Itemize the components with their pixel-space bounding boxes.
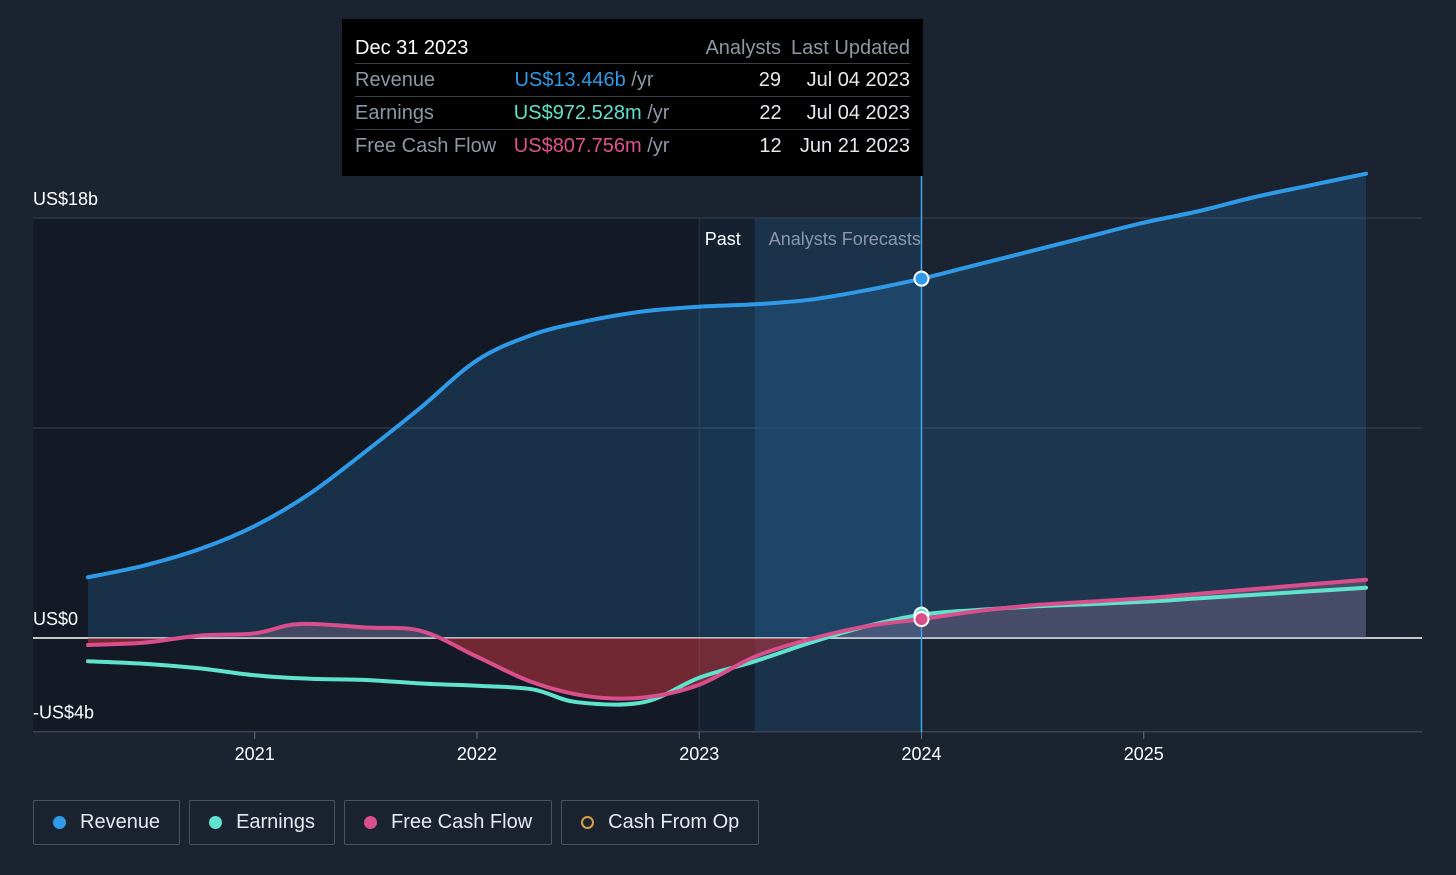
tooltip-row-updated: Jul 04 2023 <box>806 101 910 124</box>
tooltip-row-unit: /yr <box>631 68 654 91</box>
tooltip-row-revenue: Revenue US$13.446b /yr 29 Jul 04 2023 <box>355 64 910 97</box>
tooltip-row-label: Free Cash Flow <box>355 134 497 157</box>
legend-free-cash-flow-button[interactable]: Free Cash Flow <box>344 800 553 845</box>
hover-tooltip: Dec 31 2023 Analysts Last Updated Revenu… <box>342 19 923 176</box>
tooltip-row-value: US$807.756m <box>513 134 642 157</box>
tooltip-row-value: US$972.528m <box>513 101 642 124</box>
y-tick-label: -US$4b <box>33 702 94 722</box>
tooltip-row-unit: /yr <box>647 101 670 124</box>
x-tick-label: 2021 <box>235 744 275 764</box>
series-lines <box>86 171 1368 707</box>
revenue-area <box>88 173 1366 638</box>
legend-label: Earnings <box>236 811 315 833</box>
free-cash-flow-positive-area <box>88 579 1366 638</box>
axis-labels: US$18b US$0 -US$4b 2021 2022 2023 2024 2025 Past… <box>33 189 1164 764</box>
tooltip-row-unit: /yr <box>647 134 670 157</box>
tooltip-header: Dec 31 2023 Analysts Last Updated <box>355 33 910 64</box>
y-tick-label: US$18b <box>33 189 98 209</box>
zone-label-forecast: Analysts Forecasts <box>769 229 921 249</box>
tooltip-row-label: Earnings <box>355 101 434 124</box>
x-tick-label: 2024 <box>901 744 941 764</box>
y-tick-label: US$0 <box>33 609 78 629</box>
legend-label: Revenue <box>80 811 161 833</box>
tooltip-row-label: Revenue <box>355 68 436 91</box>
legend-cash-from-op-button[interactable]: Cash From Op <box>561 800 760 845</box>
legend-label: Free Cash Flow <box>391 811 533 833</box>
chart-legend: Revenue Earnings Free Cash Flow Cash Fro… <box>33 800 760 845</box>
tooltip-row-free-cash-flow: Free Cash Flow US$807.756m /yr 12 Jun 21… <box>355 130 910 162</box>
tooltip-row-earnings: Earnings US$972.528m /yr 22 Jul 04 2023 <box>355 97 910 130</box>
tooltip-row-value: US$13.446b <box>514 68 626 91</box>
legend-label: Cash From Op <box>608 811 740 833</box>
free-cash-flow-line <box>86 577 1368 701</box>
legend-earnings-button[interactable]: Earnings <box>189 800 335 845</box>
x-tick-label: 2023 <box>679 744 719 764</box>
tooltip-col-updated: Last Updated <box>791 36 910 59</box>
revenue-line <box>86 171 1368 580</box>
free-cash-flow-cursor-marker <box>913 611 930 628</box>
cursor-markers <box>913 176 930 732</box>
legend-revenue-button[interactable]: Revenue <box>33 800 181 845</box>
tooltip-row-updated: Jun 21 2023 <box>799 134 910 157</box>
tooltip-date: Dec 31 2023 <box>355 36 469 59</box>
x-tick-label: 2025 <box>1124 744 1164 764</box>
revenue-dot-icon <box>53 816 66 829</box>
tooltip-col-analysts: Analysts <box>705 36 782 59</box>
tooltip-row-analysts: 22 <box>759 101 782 124</box>
free-cash-flow-dot-icon <box>364 816 377 829</box>
revenue-cursor-marker <box>913 270 930 287</box>
tooltip-row-updated: Jul 04 2023 <box>806 68 910 91</box>
x-tick-label: 2022 <box>457 744 497 764</box>
tooltip-row-analysts: 12 <box>759 134 782 157</box>
earnings-line <box>86 585 1368 707</box>
zone-label-past: Past <box>705 229 741 249</box>
earnings-dot-icon <box>209 816 223 829</box>
cash-from-op-ring-icon <box>581 816 595 829</box>
tooltip-row-analysts: 29 <box>758 68 782 91</box>
